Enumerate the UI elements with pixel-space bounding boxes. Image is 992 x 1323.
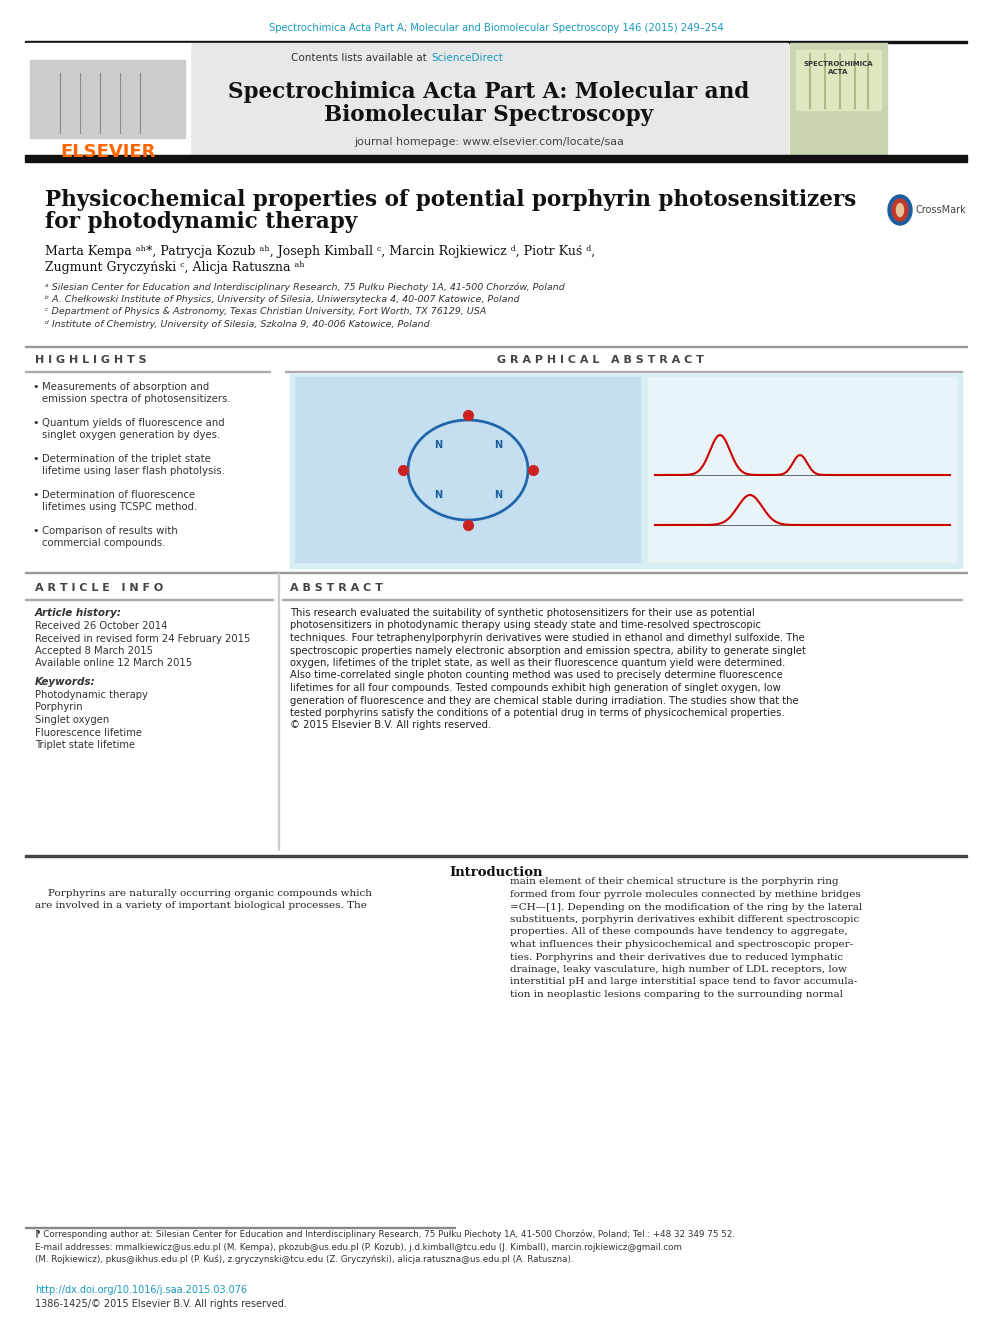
Text: •: • — [32, 454, 39, 464]
Text: © 2015 Elsevier B.V. All rights reserved.: © 2015 Elsevier B.V. All rights reserved… — [290, 721, 491, 730]
Ellipse shape — [892, 198, 908, 221]
Text: commercial compounds.: commercial compounds. — [42, 538, 166, 549]
Text: Quantum yields of fluorescence and: Quantum yields of fluorescence and — [42, 418, 224, 429]
Text: N: N — [494, 439, 502, 450]
Text: Comparison of results with: Comparison of results with — [42, 527, 178, 536]
Text: ᵈ Institute of Chemistry, University of Silesia, Szkolna 9, 40-006 Katowice, Pol: ᵈ Institute of Chemistry, University of … — [45, 320, 430, 329]
Text: A R T I C L E   I N F O: A R T I C L E I N F O — [35, 583, 164, 593]
Text: Physicochemical properties of potential porphyrin photosensitizers: Physicochemical properties of potential … — [45, 189, 856, 210]
Text: (M. Rojkiewicz), pkus@ikhus.edu.pl (P. Kuś), z.gryczynski@tcu.edu (Z. Gryczyński: (M. Rojkiewicz), pkus@ikhus.edu.pl (P. K… — [35, 1254, 573, 1263]
Bar — [25, 855, 967, 857]
Ellipse shape — [897, 204, 904, 217]
Text: properties. All of these compounds have tendency to aggregate,: properties. All of these compounds have … — [510, 927, 847, 937]
Ellipse shape — [888, 194, 912, 225]
Text: •: • — [32, 527, 39, 536]
Text: ELSEVIER: ELSEVIER — [61, 143, 156, 161]
Text: ties. Porphyrins and their derivatives due to reduced lymphatic: ties. Porphyrins and their derivatives d… — [510, 953, 843, 962]
Text: ScienceDirect: ScienceDirect — [431, 53, 503, 64]
Text: ⁋ Corresponding author at: Silesian Center for Education and Interdisciplinary R: ⁋ Corresponding author at: Silesian Cent… — [35, 1229, 735, 1238]
Text: Porphyrins are naturally occurring organic compounds which: Porphyrins are naturally occurring organ… — [35, 889, 372, 897]
Text: •: • — [32, 418, 39, 429]
Text: formed from four pyrrole molecules connected by methine bridges: formed from four pyrrole molecules conne… — [510, 890, 861, 900]
Text: oxygen, lifetimes of the triplet state, as well as their fluorescence quantum yi: oxygen, lifetimes of the triplet state, … — [290, 658, 786, 668]
Bar — [190, 44, 788, 157]
Text: lifetimes for all four compounds. Tested compounds exhibit high generation of si: lifetimes for all four compounds. Tested… — [290, 683, 781, 693]
Text: N: N — [494, 491, 502, 500]
Text: generation of fluorescence and they are chemical stable during irradiation. The : generation of fluorescence and they are … — [290, 696, 799, 705]
Text: Received 26 October 2014: Received 26 October 2014 — [35, 620, 168, 631]
Text: G R A P H I C A L   A B S T R A C T: G R A P H I C A L A B S T R A C T — [497, 355, 703, 365]
Bar — [648, 377, 956, 562]
Text: lifetime using laser flash photolysis.: lifetime using laser flash photolysis. — [42, 467, 225, 476]
Bar — [796, 50, 881, 110]
Text: Marta Kempa ᵃʰ*, Patrycja Kozub ᵃʰ, Joseph Kimball ᶜ, Marcin Rojkiewicz ᵈ, Piotr: Marta Kempa ᵃʰ*, Patrycja Kozub ᵃʰ, Jose… — [45, 246, 595, 258]
Text: photosensitizers in photodynamic therapy using steady state and time-resolved sp: photosensitizers in photodynamic therapy… — [290, 620, 761, 631]
Text: Keywords:: Keywords: — [35, 677, 95, 687]
Text: Contents lists available at: Contents lists available at — [291, 53, 430, 64]
Text: Triplet state lifetime: Triplet state lifetime — [35, 740, 135, 750]
Text: Accepted 8 March 2015: Accepted 8 March 2015 — [35, 646, 153, 656]
Text: •: • — [32, 382, 39, 392]
Bar — [790, 44, 887, 157]
Text: This research evaluated the suitability of synthetic photosensitizers for their : This research evaluated the suitability … — [290, 609, 755, 618]
Text: http://dx.doi.org/10.1016/j.saa.2015.03.076: http://dx.doi.org/10.1016/j.saa.2015.03.… — [35, 1285, 247, 1295]
Text: Determination of fluorescence: Determination of fluorescence — [42, 490, 195, 500]
Text: Spectrochimica Acta Part A: Molecular and: Spectrochimica Acta Part A: Molecular an… — [228, 81, 750, 103]
Text: Zugmunt Gryczyński ᶜ, Alicja Ratuszna ᵃʰ: Zugmunt Gryczyński ᶜ, Alicja Ratuszna ᵃʰ — [45, 261, 305, 274]
Text: singlet oxygen generation by dyes.: singlet oxygen generation by dyes. — [42, 430, 220, 441]
Text: CrossMark: CrossMark — [915, 205, 966, 216]
Text: SPECTROCHIMICA
ACTA: SPECTROCHIMICA ACTA — [804, 61, 873, 74]
Text: N: N — [434, 439, 442, 450]
Bar — [25, 41, 967, 44]
Text: ᶜ Department of Physics & Astronomy, Texas Christian University, Fort Worth, TX : ᶜ Department of Physics & Astronomy, Tex… — [45, 307, 486, 316]
Text: N: N — [434, 491, 442, 500]
Text: =CH—[1]. Depending on the modification of the ring by the lateral: =CH—[1]. Depending on the modification o… — [510, 902, 862, 912]
Text: Photodynamic therapy: Photodynamic therapy — [35, 691, 148, 700]
Text: techniques. Four tetraphenylporphyrin derivatives were studied in ethanol and di: techniques. Four tetraphenylporphyrin de… — [290, 632, 805, 643]
Text: 1386-1425/© 2015 Elsevier B.V. All rights reserved.: 1386-1425/© 2015 Elsevier B.V. All right… — [35, 1299, 287, 1308]
Text: are involved in a variety of important biological processes. The: are involved in a variety of important b… — [35, 901, 367, 910]
Bar — [25, 155, 967, 161]
Text: substituents, porphyrin derivatives exhibit different spectroscopic: substituents, porphyrin derivatives exhi… — [510, 916, 859, 923]
Text: ᵇ A. Chełkowski Institute of Physics, University of Silesia, Uniwersytecka 4, 40: ᵇ A. Chełkowski Institute of Physics, Un… — [45, 295, 520, 304]
Text: H I G H L I G H T S: H I G H L I G H T S — [35, 355, 147, 365]
Text: Article history:: Article history: — [35, 609, 122, 618]
Text: Determination of the triplet state: Determination of the triplet state — [42, 454, 211, 464]
Text: tested porphyrins satisfy the conditions of a potential drug in terms of physico: tested porphyrins satisfy the conditions… — [290, 708, 785, 718]
Text: drainage, leaky vasculature, high number of LDL receptors, low: drainage, leaky vasculature, high number… — [510, 964, 847, 974]
Text: Biomolecular Spectroscopy: Biomolecular Spectroscopy — [324, 105, 654, 126]
Text: Measurements of absorption and: Measurements of absorption and — [42, 382, 209, 392]
Text: Porphyrin: Porphyrin — [35, 703, 82, 713]
Text: journal homepage: www.elsevier.com/locate/saa: journal homepage: www.elsevier.com/locat… — [354, 138, 624, 147]
Text: spectroscopic properties namely electronic absorption and emission spectra, abil: spectroscopic properties namely electron… — [290, 646, 806, 655]
Text: A B S T R A C T: A B S T R A C T — [290, 583, 383, 593]
Text: for photodynamic therapy: for photodynamic therapy — [45, 210, 357, 233]
Text: Also time-correlated single photon counting method was used to precisely determi: Also time-correlated single photon count… — [290, 671, 783, 680]
Text: what influences their physicochemical and spectroscopic proper-: what influences their physicochemical an… — [510, 941, 853, 949]
Text: Fluorescence lifetime: Fluorescence lifetime — [35, 728, 142, 737]
Text: main element of their chemical structure is the porphyrin ring: main element of their chemical structure… — [510, 877, 838, 886]
Text: Spectrochimica Acta Part A; Molecular and Biomolecular Spectroscopy 146 (2015) 2: Spectrochimica Acta Part A; Molecular an… — [269, 22, 723, 33]
Bar — [30, 60, 185, 138]
Bar — [295, 377, 640, 562]
Text: E-mail addresses: mmalkiewicz@us.edu.pl (M. Kempa), pkozub@us.edu.pl (P. Kozub),: E-mail addresses: mmalkiewicz@us.edu.pl … — [35, 1244, 682, 1253]
Bar — [25, 44, 190, 157]
Text: •: • — [32, 490, 39, 500]
Text: interstitial pH and large interstitial space tend to favor accumula-: interstitial pH and large interstitial s… — [510, 978, 857, 987]
Text: tion in neoplastic lesions comparing to the surrounding normal: tion in neoplastic lesions comparing to … — [510, 990, 843, 999]
Text: Received in revised form 24 February 2015: Received in revised form 24 February 201… — [35, 634, 250, 643]
Text: Singlet oxygen: Singlet oxygen — [35, 714, 109, 725]
Bar — [290, 374, 962, 568]
Text: ᵃ Silesian Center for Education and Interdisciplinary Research, 75 Pułku Piechot: ᵃ Silesian Center for Education and Inte… — [45, 282, 564, 292]
Text: lifetimes using TCSPC method.: lifetimes using TCSPC method. — [42, 503, 197, 512]
Text: Introduction: Introduction — [449, 865, 543, 878]
Text: Available online 12 March 2015: Available online 12 March 2015 — [35, 659, 192, 668]
Text: emission spectra of photosensitizers.: emission spectra of photosensitizers. — [42, 394, 230, 405]
